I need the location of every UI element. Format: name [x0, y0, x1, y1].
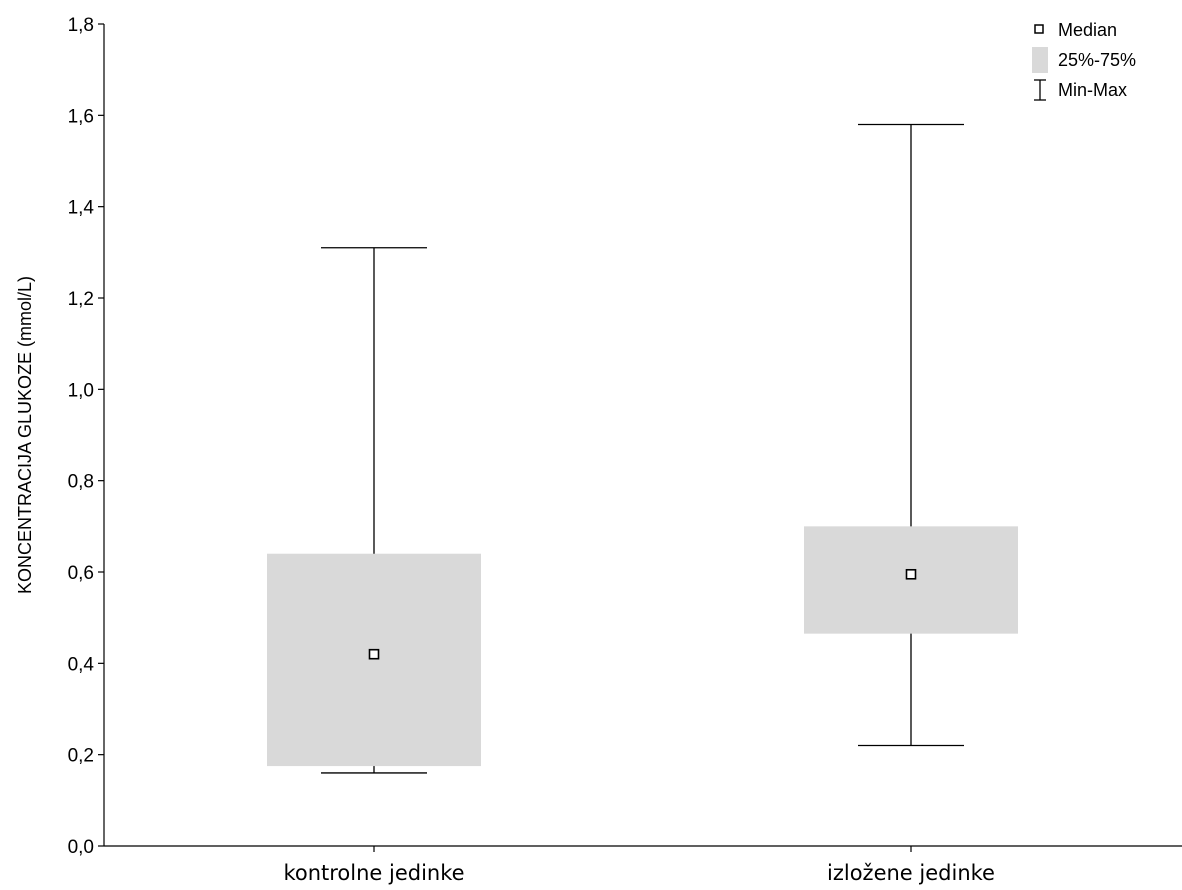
y-axis-ticks: 0,0 0,2 0,4 0,6 0,8 1,0 1,2 1,4 1,6 1,8	[68, 15, 104, 858]
boxes-layer	[267, 123, 1018, 774]
y-tick-label: 1,4	[68, 198, 95, 219]
y-tick-label: 0,0	[68, 837, 94, 858]
box-group	[267, 247, 481, 774]
y-tick-label: 1,0	[68, 380, 94, 401]
x-category-label: izložene jedinke	[827, 861, 995, 885]
y-tick-label: 1,2	[68, 289, 94, 310]
legend-box-swatch	[1032, 47, 1048, 73]
legend-median-marker	[1034, 24, 1044, 34]
y-tick-label: 0,8	[68, 472, 94, 493]
legend-whisker-symbol	[1034, 79, 1046, 101]
y-tick-label: 0,4	[68, 654, 95, 675]
iqr-box	[267, 553, 481, 767]
median-marker	[905, 568, 917, 580]
y-tick-label: 0,6	[68, 563, 94, 584]
iqr-box	[804, 526, 1018, 634]
y-axis-label: KONCENTRACIJA GLUKOZE (mmol/L)	[15, 276, 35, 594]
median-marker	[368, 648, 380, 660]
y-tick-label: 1,8	[68, 15, 94, 36]
y-tick-label: 0,2	[68, 746, 94, 767]
x-category-label: kontrolne jedinke	[283, 861, 464, 885]
legend-label-quartiles: 25%-75%	[1058, 50, 1136, 70]
x-axis-ticks: kontrolne jedinke izložene jedinke	[283, 846, 995, 885]
legend-label-minmax: Min-Max	[1058, 80, 1127, 100]
y-tick-label: 1,6	[68, 106, 94, 127]
box-group	[804, 123, 1018, 747]
legend-label-median: Median	[1058, 20, 1117, 40]
legend: Median 25%-75% Min-Max	[1032, 20, 1136, 101]
